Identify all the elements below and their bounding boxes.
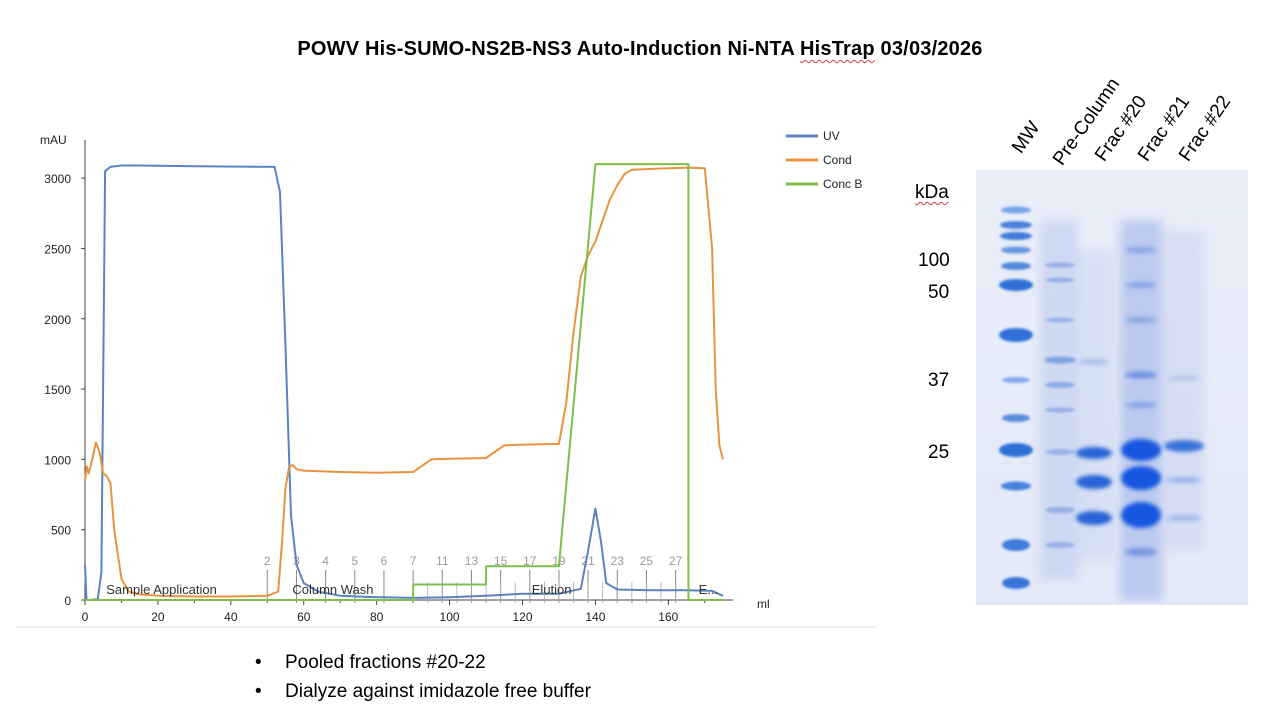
kda-marker-37: 37 [928,370,950,391]
chromatogram-chart: 0 500 1000 1500 2000 2500 3000 0 20 40 60 80 100 120 1… [15,120,877,628]
x-tick-label: 160 [658,610,678,624]
series-line-conc-b [85,163,723,601]
kda-marker-25: 25 [928,442,950,463]
fraction-label: 7 [410,554,417,568]
frac-21-bands [1121,247,1161,556]
fraction-label: 4 [322,554,329,568]
slide-title-text: POWV His-SUMO-NS2B-NS3 Auto-Induction Ni… [297,38,983,60]
gel-image [976,170,1248,605]
x-tick-label: 20 [151,610,165,624]
x-tick-label: 40 [224,610,238,624]
x-tick-label: 80 [370,610,384,624]
series-line-cond [84,166,724,598]
x-tick-label: 60 [297,610,311,624]
phase-label: Elution [532,582,572,597]
kda-marker-100: 100 [918,250,950,271]
legend-label: UV [823,129,840,143]
y-tick-label: 2000 [44,313,71,327]
phase-label: Column Wash [292,582,373,597]
legend-label: Conc B [823,177,862,191]
fraction-label: 15 [494,554,508,568]
x-tick-label: 120 [512,610,532,624]
notes-list: Pooled fractions #20-22 Dialyze against … [255,648,591,706]
fraction-label: 25 [640,554,654,568]
fraction-label: 13 [465,554,479,568]
y-axis-label: mAU [40,133,67,147]
legend-label: Cond [823,153,852,167]
fraction-label: 23 [611,554,625,568]
y-tick-label: 1500 [44,383,71,397]
fraction-label: 5 [351,554,358,568]
x-tick-label: 0 [82,610,89,624]
y-tick-label: 2500 [44,242,71,256]
title-spellcheck-word: HisTrap [800,38,875,60]
pre-column-bands [1044,262,1076,548]
sds-page-gel-panel: kDa 100 50 37 25 MW Pre-Column Frac #20 … [900,60,1280,620]
x-tick-label: 140 [585,610,605,624]
kda-marker-50: 50 [928,282,950,303]
slide-title: POWV His-SUMO-NS2B-NS3 Auto-Induction Ni… [0,38,1280,61]
kda-axis-title: kDa [915,182,949,203]
frac-20-bands [1076,359,1112,525]
lane-label-mw: MW [1007,117,1045,158]
chart-background [15,120,877,627]
mw-ladder-bands [999,206,1033,589]
y-tick-label: 500 [51,524,71,538]
fraction-label: 17 [523,554,537,568]
phase-label: Sample Application [106,582,217,597]
phase-label: E... [699,582,719,597]
y-tick-label: 0 [64,594,71,608]
x-tick-label: 100 [440,610,460,624]
fraction-label: 27 [669,554,683,568]
note-item: Pooled fractions #20-22 [255,648,591,677]
fraction-label: 2 [264,554,271,568]
y-tick-label: 3000 [44,172,71,186]
note-item: Dialyze against imidazole free buffer [255,677,591,706]
y-tick-label: 1000 [44,453,71,467]
fraction-label: 11 [436,554,449,568]
fraction-label: 6 [381,554,388,568]
frac-22-bands [1164,375,1204,521]
series-line-uv [84,164,724,601]
x-axis-label: ml [757,597,770,611]
fraction-label: 21 [581,554,595,568]
